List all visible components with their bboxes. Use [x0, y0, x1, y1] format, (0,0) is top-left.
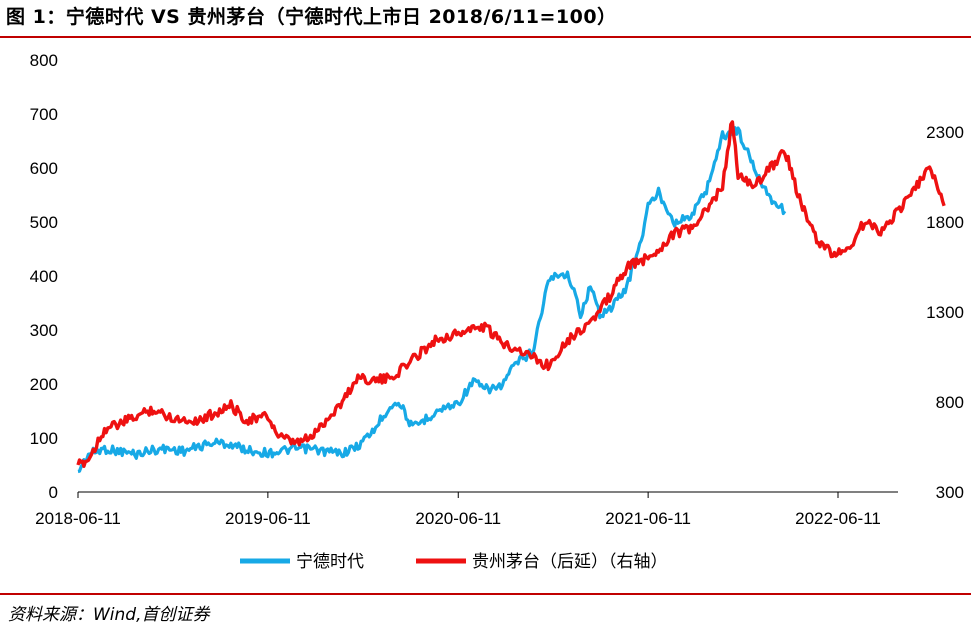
figure-title: 图 1：宁德时代 VS 贵州茅台（宁德时代上市日 2018/6/11=100）: [6, 6, 617, 28]
x-tick-label: 2020-06-11: [415, 509, 501, 528]
x-tick-label: 2019-06-11: [225, 509, 311, 528]
y-left-tick-label: 500: [30, 213, 58, 232]
plot-lines: [76, 120, 946, 474]
y-left-tick-label: 0: [49, 483, 58, 502]
y-left-tick-label: 800: [30, 51, 58, 70]
y-left-tick-label: 200: [30, 375, 58, 394]
y-right-tick-label: 800: [936, 393, 964, 412]
legend: 宁德时代 贵州茅台（后延）（右轴）: [240, 552, 668, 572]
y-left-tick-label: 700: [30, 105, 58, 124]
x-tick-label: 2021-06-11: [605, 509, 691, 528]
y-left-tick-label: 400: [30, 267, 58, 286]
y-right-tick-label: 300: [936, 483, 964, 502]
x-ticks: 2018-06-11 2019-06-11 2020-06-11 2021-06-11…: [35, 492, 881, 528]
y-right-ticks: 300 800 1300 1800 2300: [926, 123, 964, 502]
legend-label-moutai: 贵州茅台（后延）（右轴）: [472, 552, 668, 572]
y-left-tick-label: 300: [30, 321, 58, 340]
source-note: 资料来源：Wind,首创证券: [8, 605, 210, 625]
y-right-tick-label: 1300: [926, 303, 964, 322]
y-left-tick-label: 600: [30, 159, 58, 178]
y-left-ticks: 0 100 200 300 400 500 600 700 800: [30, 51, 58, 502]
y-right-tick-label: 2300: [926, 123, 964, 142]
x-tick-label: 2022-06-11: [795, 509, 881, 528]
x-tick-label: 2018-06-11: [35, 509, 121, 528]
series-line-catl: [77, 126, 787, 474]
series-line-moutai: [76, 120, 946, 468]
legend-label-catl: 宁德时代: [296, 552, 364, 572]
bottom-rule: [0, 593, 971, 595]
top-rule: [0, 36, 971, 38]
y-left-tick-label: 100: [30, 429, 58, 448]
y-right-tick-label: 1800: [926, 213, 964, 232]
